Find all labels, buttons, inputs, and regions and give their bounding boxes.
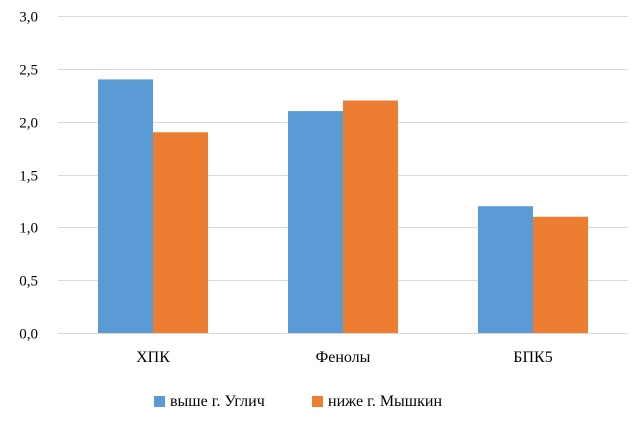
bar bbox=[343, 100, 398, 334]
category-label: Фенолы bbox=[316, 349, 371, 366]
y-axis-tick-labels: 0,0 0,5 1,0 1,5 2,0 2,5 3,0 bbox=[19, 10, 38, 343]
bars bbox=[98, 79, 588, 334]
legend-label: выше г. Углич bbox=[170, 393, 265, 410]
category-label: ХПК bbox=[136, 349, 170, 366]
y-tick-label: 1,5 bbox=[19, 169, 38, 185]
legend-label: ниже г. Мышкин bbox=[328, 393, 442, 410]
y-tick-label: 2,5 bbox=[19, 63, 38, 79]
y-tick-label: 2,0 bbox=[19, 116, 38, 132]
y-tick-label: 3,0 bbox=[19, 10, 38, 26]
legend: выше г. Углич ниже г. Мышкин bbox=[154, 393, 442, 410]
y-tick-label: 1,0 bbox=[19, 221, 38, 237]
y-tick-label: 0,0 bbox=[19, 327, 38, 343]
y-tick-label: 0,5 bbox=[19, 274, 38, 290]
bar bbox=[153, 132, 208, 333]
bar bbox=[533, 216, 588, 333]
bar bbox=[478, 206, 533, 333]
legend-swatch bbox=[312, 396, 323, 407]
category-label: БПК5 bbox=[513, 349, 552, 366]
x-axis-category-labels: ХПК Фенолы БПК5 bbox=[136, 349, 553, 366]
legend-swatch bbox=[154, 396, 165, 407]
bar bbox=[98, 79, 153, 334]
bar bbox=[288, 111, 343, 333]
